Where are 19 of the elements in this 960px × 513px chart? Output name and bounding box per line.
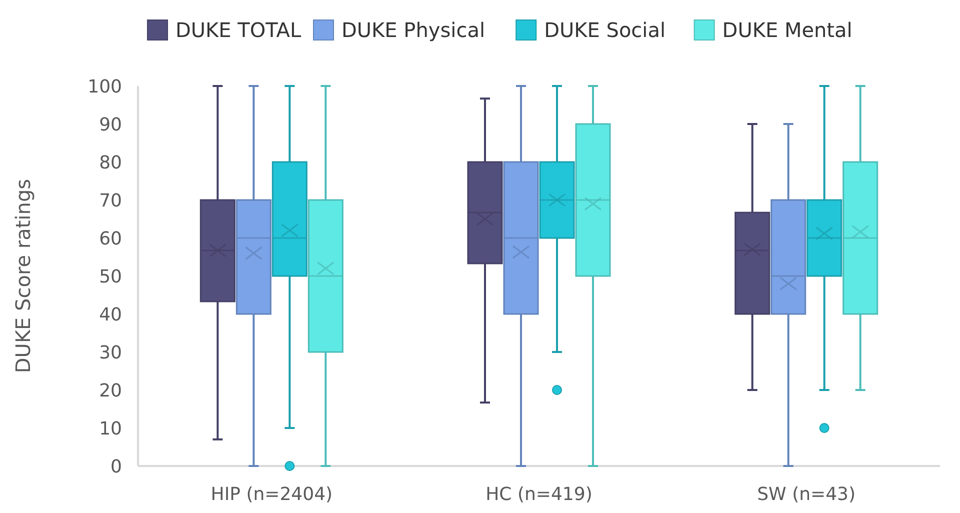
x-tick-label: SW (n=43) [757, 484, 856, 505]
y-tick-label: 40 [99, 304, 122, 326]
y-tick-label: 20 [99, 380, 122, 402]
legend-label: DUKE Physical [342, 18, 486, 42]
y-tick-label: 0 [110, 456, 122, 478]
y-tick-label: 80 [99, 152, 122, 174]
legend-label: DUKE Social [544, 18, 666, 42]
y-tick-label: 70 [99, 190, 122, 212]
y-tick-label: 10 [99, 418, 122, 440]
y-tick-label: 30 [99, 342, 122, 364]
y-tick-label: 50 [99, 266, 122, 288]
legend-label: DUKE TOTAL [176, 18, 302, 42]
y-tick-label: 90 [99, 114, 122, 136]
y-tick-label: 100 [88, 76, 122, 98]
y-axis-title: DUKE Score ratings [11, 178, 35, 374]
legend-label: DUKE Mental [722, 18, 852, 42]
x-tick-label: HC (n=419) [486, 484, 592, 505]
x-tick-label: HIP (n=2404) [210, 484, 333, 505]
y-tick-label: 60 [99, 228, 122, 250]
